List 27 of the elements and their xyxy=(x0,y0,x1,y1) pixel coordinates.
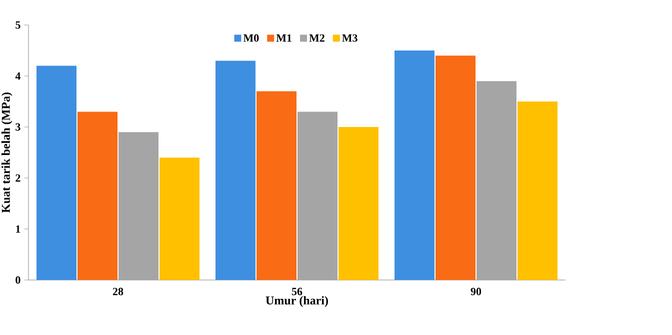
legend-label: M0 xyxy=(243,34,259,42)
legend-label: M1 xyxy=(276,34,292,42)
y-tick-label: 0 xyxy=(16,276,20,284)
bar xyxy=(518,102,558,280)
legend-label: M3 xyxy=(342,34,358,42)
bar xyxy=(216,60,256,280)
bar xyxy=(476,81,517,280)
bar xyxy=(298,112,338,280)
y-axis-title: Kuat tarik belah (MPa) xyxy=(1,92,12,213)
bar xyxy=(338,127,378,280)
bar xyxy=(78,112,118,280)
x-tick-label: 56 xyxy=(292,288,302,296)
y-tick-label: 5 xyxy=(16,21,20,29)
legend-label: M2 xyxy=(309,34,324,42)
bar xyxy=(160,158,200,280)
bar xyxy=(256,91,296,280)
bar xyxy=(394,50,434,280)
bar xyxy=(118,132,158,280)
y-tick-label: 3 xyxy=(16,123,20,131)
bar xyxy=(436,56,476,280)
y-tick-label: 4 xyxy=(15,72,20,80)
x-axis-title: Umur (hari) xyxy=(266,296,328,307)
bar xyxy=(36,66,76,280)
x-tick-label: 28 xyxy=(112,288,124,296)
x-tick-label: 90 xyxy=(470,288,482,296)
y-tick-label: 2 xyxy=(16,174,20,182)
y-tick-label: 1 xyxy=(16,225,20,233)
